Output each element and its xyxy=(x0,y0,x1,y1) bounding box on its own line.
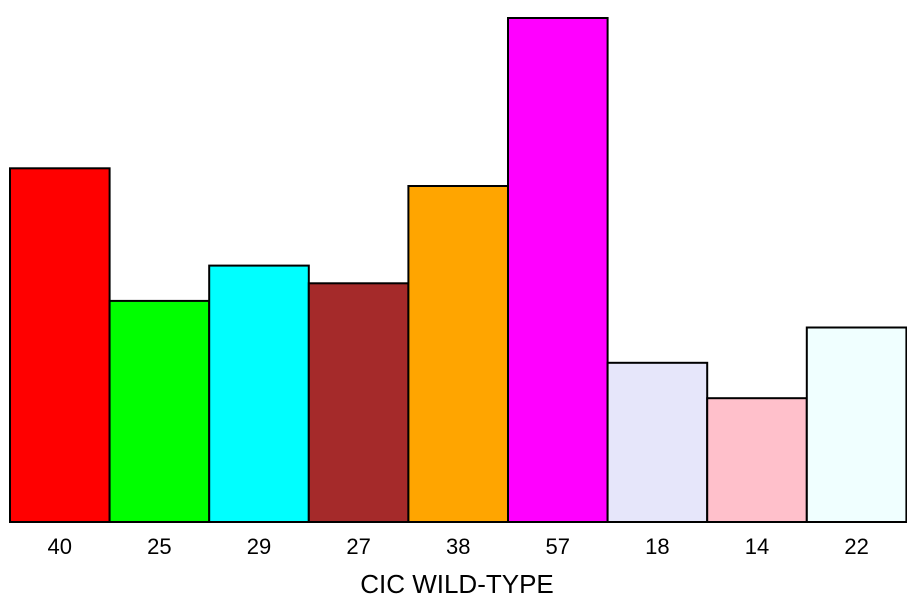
x-tick-label-7: 18 xyxy=(645,534,669,559)
bar-8 xyxy=(706,397,808,524)
bar-5 xyxy=(407,185,509,523)
bar-6 xyxy=(507,17,609,523)
x-tick-label-8: 14 xyxy=(745,534,769,559)
x-tick-label-4: 27 xyxy=(346,534,370,559)
x-axis-label: CIC WILD-TYPE xyxy=(360,569,554,599)
bar-9 xyxy=(805,326,907,523)
x-tick-label-6: 57 xyxy=(546,534,570,559)
bar-3 xyxy=(208,264,310,523)
tick-labels-group: 40 25 29 27 38 57 18 14 22 xyxy=(48,534,869,559)
bar-1 xyxy=(9,167,111,524)
x-tick-label-3: 29 xyxy=(247,534,271,559)
bar-7 xyxy=(606,361,709,523)
x-tick-label-9: 22 xyxy=(844,534,868,559)
x-tick-label-1: 40 xyxy=(48,534,72,559)
x-tick-label-2: 25 xyxy=(147,534,171,559)
bars-group xyxy=(9,17,907,524)
x-tick-label-5: 38 xyxy=(446,534,470,559)
bar-4 xyxy=(307,282,410,523)
bar-2 xyxy=(108,299,211,523)
